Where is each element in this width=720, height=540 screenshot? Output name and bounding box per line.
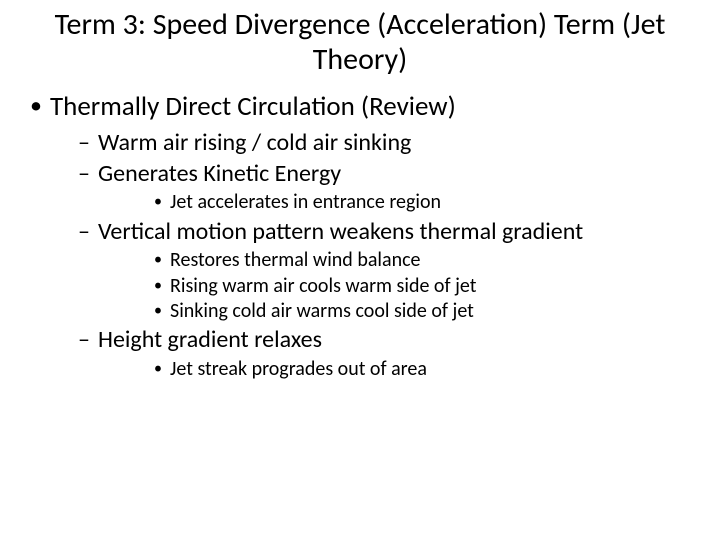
bullet-text: Warm air rising / cold air sinking <box>98 128 411 157</box>
bullet-text: Thermally Direct Circulation (Review) <box>50 90 456 123</box>
list-item: Warm air rising / cold air sinking <box>50 128 700 157</box>
list-item: Height gradient relaxes Jet streak progr… <box>50 325 700 381</box>
list-item: Vertical motion pattern weakens thermal … <box>50 217 700 323</box>
slide-title: Term 3: Speed Divergence (Acceleration) … <box>20 8 700 77</box>
list-item: Generates Kinetic Energy Jet accelerates… <box>50 159 700 215</box>
slide-content: Thermally Direct Circulation (Review) Wa… <box>20 91 700 381</box>
bullet-list-lvl1: Thermally Direct Circulation (Review) Wa… <box>28 91 700 381</box>
list-item: Jet accelerates in entrance region <box>98 190 700 214</box>
bullet-list-lvl3: Jet accelerates in entrance region <box>98 190 700 214</box>
bullet-text: Vertical motion pattern weakens thermal … <box>98 217 583 246</box>
bullet-text: Rising warm air cools warm side of jet <box>170 274 476 298</box>
bullet-text: Generates Kinetic Energy <box>98 159 341 188</box>
list-item: Sinking cold air warms cool side of jet <box>98 299 700 323</box>
bullet-text: Jet accelerates in entrance region <box>170 190 441 214</box>
list-item: Thermally Direct Circulation (Review) Wa… <box>28 91 700 381</box>
bullet-list-lvl2: Warm air rising / cold air sinking Gener… <box>50 128 700 381</box>
bullet-text: Height gradient relaxes <box>98 325 322 354</box>
slide: Term 3: Speed Divergence (Acceleration) … <box>0 0 720 540</box>
bullet-text: Restores thermal wind balance <box>170 248 421 272</box>
list-item: Restores thermal wind balance <box>98 248 700 272</box>
bullet-list-lvl3: Restores thermal wind balance Rising war… <box>98 248 700 323</box>
list-item: Rising warm air cools warm side of jet <box>98 274 700 298</box>
bullet-list-lvl3: Jet streak progrades out of area <box>98 357 700 381</box>
bullet-text: Jet streak progrades out of area <box>170 357 427 381</box>
bullet-text: Sinking cold air warms cool side of jet <box>170 299 474 323</box>
list-item: Jet streak progrades out of area <box>98 357 700 381</box>
